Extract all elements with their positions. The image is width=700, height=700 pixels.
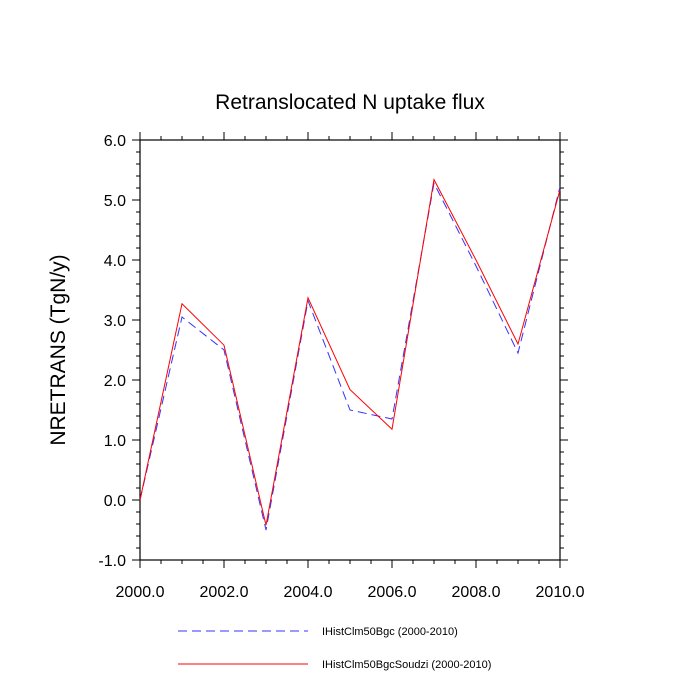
legend-label-2: IHistClm50BgcSoudzi (2000-2010)	[322, 659, 491, 671]
x-tick-label: 2000.0	[116, 584, 165, 601]
y-tick-label: 4.0	[104, 253, 126, 270]
axes: -1.0 0.0 1.0 2.0 3.0 4.0 5.0 6.0 2000.0 2002.0 200…	[98, 132, 585, 601]
y-tick-label: 3.0	[104, 313, 126, 330]
y-tick-label: 0.0	[104, 493, 126, 510]
x-tick-label: 2010.0	[536, 584, 585, 601]
series-line-2	[139, 178, 561, 526]
legend: IHistClm50Bgc (2000-2010) IHistClm50BgcSo…	[178, 626, 491, 671]
y-tick-label: 2.0	[104, 373, 126, 390]
y-tick-label: -1.0	[98, 553, 126, 570]
series-line-1	[139, 181, 561, 531]
x-tick-label: 2004.0	[284, 584, 333, 601]
plot-frame	[139, 139, 561, 561]
legend-label-1: IHistClm50Bgc (2000-2010)	[322, 626, 458, 638]
x-tick-label: 2002.0	[200, 584, 249, 601]
y-tick-label: 1.0	[104, 433, 126, 450]
y-axis-label: NRETRANS (TgN/y)	[47, 254, 70, 445]
x-tick-label: 2008.0	[452, 584, 501, 601]
y-tick-label: 5.0	[104, 193, 126, 210]
series-lines	[139, 178, 561, 531]
x-tick-label: 2006.0	[368, 584, 417, 601]
y-tick-label: 6.0	[104, 133, 126, 150]
chart-title: Retranslocated N uptake flux	[215, 91, 485, 114]
